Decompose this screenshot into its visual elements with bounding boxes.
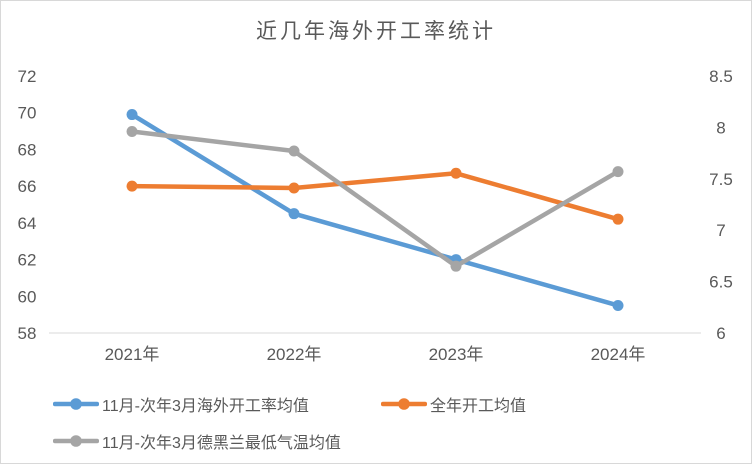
y-axis-right-tick-label: 7 bbox=[716, 221, 725, 240]
y-axis-right-tick-label: 6.5 bbox=[709, 273, 733, 292]
data-point-series-1 bbox=[450, 167, 462, 179]
data-point-series-2 bbox=[126, 126, 138, 138]
data-point-series-0 bbox=[126, 109, 138, 121]
y-axis-left-tick-label: 62 bbox=[18, 251, 37, 270]
data-point-series-1 bbox=[612, 213, 624, 225]
data-point-series-2 bbox=[288, 145, 300, 157]
y-axis-left-tick-label: 72 bbox=[18, 67, 37, 86]
x-axis-tick-label: 2023年 bbox=[429, 345, 484, 364]
data-point-series-0 bbox=[288, 208, 300, 220]
series-line-1 bbox=[129, 171, 621, 222]
series-line-0 bbox=[129, 112, 621, 308]
y-axis-left-tick-label: 64 bbox=[18, 214, 37, 233]
y-axis-left-tick-label: 70 bbox=[18, 104, 37, 123]
chart-title: 近几年海外开工率统计 bbox=[256, 20, 496, 43]
data-point-series-0 bbox=[612, 299, 624, 311]
y-axis-left-tick-label: 60 bbox=[18, 287, 37, 306]
y-axis-left-tick-label: 66 bbox=[18, 177, 37, 196]
y-axis-right-tick-label: 8.5 bbox=[709, 67, 733, 86]
x-axis-tick-label: 2022年 bbox=[267, 345, 322, 364]
data-point-series-1 bbox=[126, 180, 138, 192]
y-axis-right-tick-label: 6 bbox=[716, 324, 725, 343]
series-line-2 bbox=[129, 129, 621, 269]
y-axis-right-tick-label: 7.5 bbox=[709, 170, 733, 189]
data-point-series-2 bbox=[612, 166, 624, 178]
y-axis-right-tick-label: 8 bbox=[716, 118, 725, 137]
data-point-series-2 bbox=[450, 260, 462, 272]
x-axis-tick-label: 2021年 bbox=[105, 345, 160, 364]
data-point-series-1 bbox=[288, 182, 300, 194]
y-axis-left-tick-label: 58 bbox=[18, 324, 37, 343]
y-axis-left-tick-label: 68 bbox=[18, 140, 37, 159]
x-axis-tick-label: 2024年 bbox=[591, 345, 646, 364]
